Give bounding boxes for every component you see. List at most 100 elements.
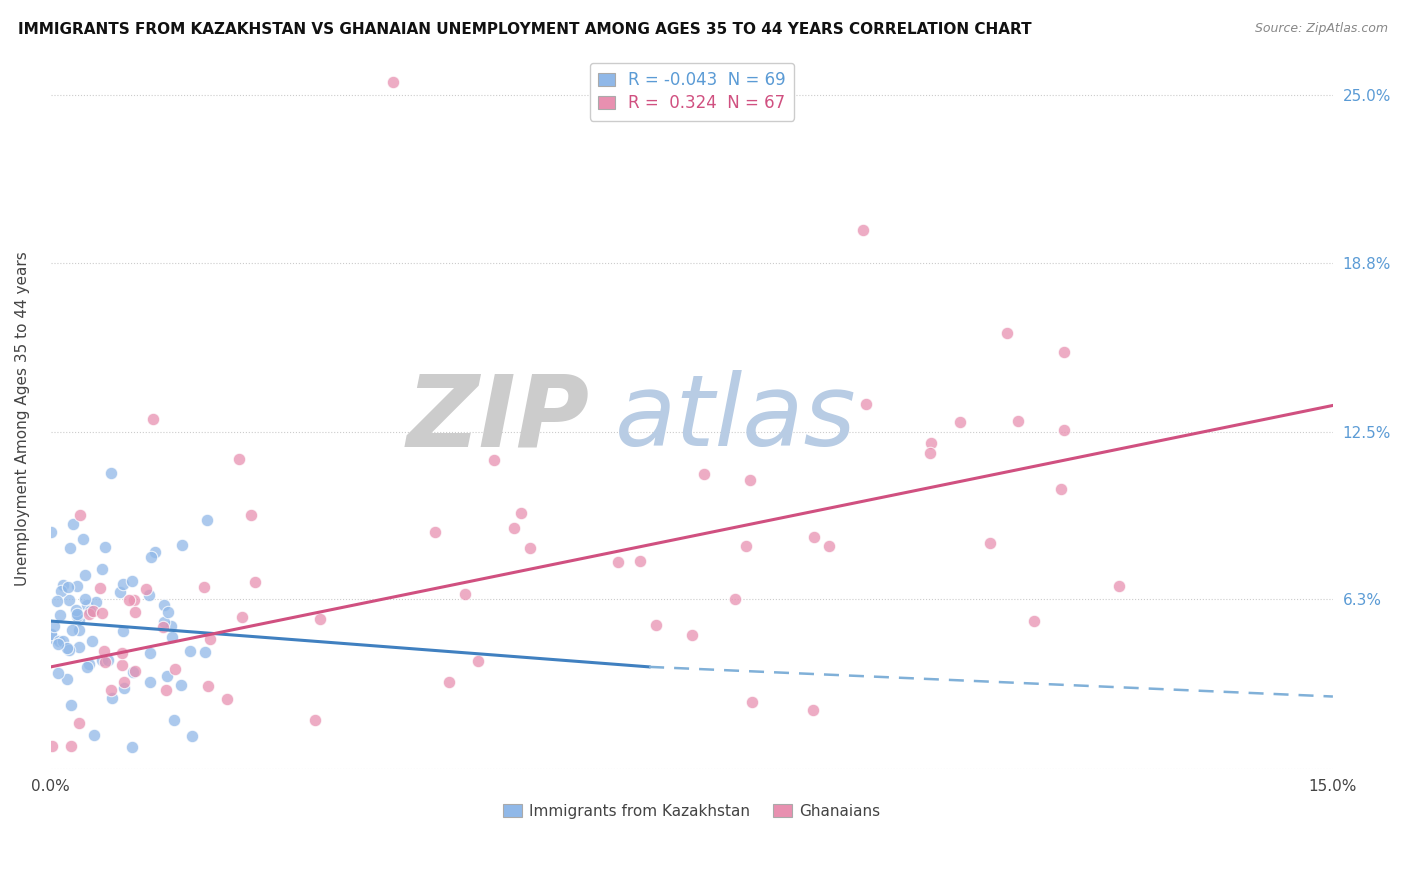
Point xyxy=(56,673,79,687)
Point xyxy=(645,618,668,632)
Point xyxy=(90,606,112,620)
Point xyxy=(46,637,69,651)
Point xyxy=(920,446,942,460)
Point xyxy=(1052,344,1074,359)
Point xyxy=(152,615,174,630)
Point xyxy=(121,574,143,588)
Text: IMMIGRANTS FROM KAZAKHSTAN VS GHANAIAN UNEMPLOYMENT AMONG AGES 35 TO 44 YEARS CO: IMMIGRANTS FROM KAZAKHSTAN VS GHANAIAN U… xyxy=(18,22,1032,37)
Point xyxy=(93,644,115,658)
Point xyxy=(83,728,105,742)
Point xyxy=(979,536,1001,550)
Point xyxy=(170,678,193,692)
Point xyxy=(439,675,461,690)
Point xyxy=(67,716,90,731)
Point xyxy=(139,674,162,689)
Point xyxy=(75,592,97,607)
Point xyxy=(79,604,101,618)
Point xyxy=(59,739,82,753)
Y-axis label: Unemployment Among Ages 35 to 44 years: Unemployment Among Ages 35 to 44 years xyxy=(15,252,30,586)
Point xyxy=(243,574,266,589)
Point xyxy=(77,657,100,671)
Point xyxy=(66,608,89,623)
Point xyxy=(197,679,219,693)
Point xyxy=(46,665,69,680)
Point xyxy=(39,626,62,640)
Point xyxy=(215,691,238,706)
Point xyxy=(89,582,111,596)
Point xyxy=(425,525,447,540)
Point xyxy=(995,326,1018,341)
Point xyxy=(72,532,94,546)
Point xyxy=(193,581,215,595)
Point xyxy=(39,524,62,539)
Point xyxy=(231,610,253,624)
Point xyxy=(163,662,186,676)
Point xyxy=(66,579,89,593)
Point xyxy=(42,632,65,646)
Point xyxy=(76,660,98,674)
Point xyxy=(240,508,263,523)
Point xyxy=(152,598,174,612)
Point xyxy=(139,550,162,565)
Point xyxy=(100,466,122,480)
Point xyxy=(200,632,222,646)
Point xyxy=(59,541,82,555)
Point xyxy=(67,623,90,637)
Point xyxy=(156,669,179,683)
Point xyxy=(852,223,875,237)
Point xyxy=(80,634,103,648)
Point xyxy=(41,739,63,753)
Point xyxy=(818,540,841,554)
Point xyxy=(855,397,877,411)
Point xyxy=(97,653,120,667)
Point xyxy=(90,653,112,667)
Point xyxy=(48,633,70,648)
Point xyxy=(124,605,146,619)
Point xyxy=(159,619,181,633)
Point xyxy=(94,655,117,669)
Point xyxy=(949,415,972,429)
Point xyxy=(112,675,135,690)
Legend: Immigrants from Kazakhstan, Ghanaians: Immigrants from Kazakhstan, Ghanaians xyxy=(498,797,886,825)
Point xyxy=(138,588,160,602)
Point xyxy=(152,620,174,634)
Point xyxy=(58,593,80,607)
Point xyxy=(100,682,122,697)
Point xyxy=(110,585,132,599)
Point xyxy=(510,506,533,520)
Point xyxy=(58,643,80,657)
Point xyxy=(309,612,332,626)
Point xyxy=(156,605,179,619)
Point xyxy=(111,577,134,591)
Point xyxy=(181,729,204,743)
Point xyxy=(139,647,162,661)
Point xyxy=(122,592,145,607)
Point xyxy=(62,516,84,531)
Point xyxy=(142,412,165,426)
Point xyxy=(1022,614,1045,628)
Text: ZIP: ZIP xyxy=(406,370,589,467)
Point xyxy=(920,435,942,450)
Point xyxy=(56,640,79,655)
Point xyxy=(91,562,114,576)
Point xyxy=(228,452,250,467)
Point xyxy=(76,599,98,613)
Point xyxy=(67,640,90,655)
Point xyxy=(734,539,756,553)
Point xyxy=(52,633,75,648)
Point xyxy=(143,545,166,559)
Point xyxy=(628,554,651,568)
Point xyxy=(49,608,72,623)
Point xyxy=(51,577,73,591)
Point xyxy=(118,592,141,607)
Point xyxy=(519,541,541,556)
Point xyxy=(69,508,91,523)
Point xyxy=(111,624,134,638)
Point xyxy=(179,644,201,658)
Point xyxy=(122,665,145,679)
Point xyxy=(803,530,825,544)
Point xyxy=(160,630,183,644)
Point xyxy=(46,594,69,608)
Point xyxy=(693,467,716,481)
Point xyxy=(100,690,122,705)
